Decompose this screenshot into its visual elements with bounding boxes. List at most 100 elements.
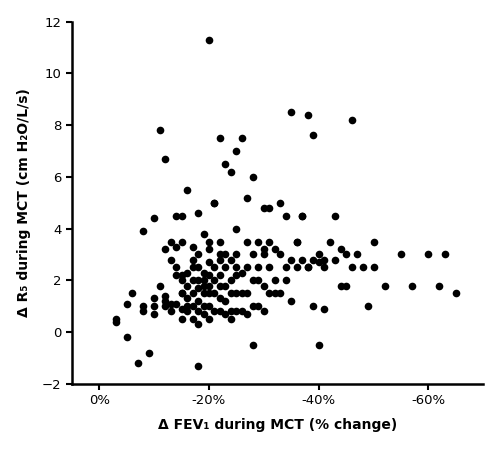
Point	[216, 295, 224, 302]
Point	[244, 264, 252, 271]
Point	[150, 303, 158, 310]
Point	[128, 290, 136, 297]
Point	[348, 264, 356, 271]
Point	[210, 264, 218, 271]
Point	[172, 264, 180, 271]
Point	[139, 228, 147, 235]
Point	[122, 300, 130, 307]
X-axis label: Δ FEV₁ during MCT (% change): Δ FEV₁ during MCT (% change)	[158, 418, 397, 432]
Point	[205, 246, 213, 253]
Point	[205, 259, 213, 266]
Point	[266, 290, 274, 297]
Point	[210, 199, 218, 207]
Point	[200, 282, 207, 289]
Point	[178, 212, 186, 219]
Point	[178, 290, 186, 297]
Point	[205, 290, 213, 297]
Point	[271, 246, 279, 253]
Point	[348, 116, 356, 123]
Point	[309, 303, 317, 310]
Point	[249, 303, 257, 310]
Point	[194, 264, 202, 271]
Point	[314, 341, 322, 348]
Point	[222, 310, 230, 317]
Point	[222, 264, 230, 271]
Point	[244, 310, 252, 317]
Point	[112, 318, 120, 326]
Point	[304, 111, 312, 119]
Point	[298, 212, 306, 219]
Point	[232, 147, 240, 154]
Point	[194, 285, 202, 292]
Point	[161, 292, 169, 299]
Point	[441, 251, 449, 258]
Point	[200, 303, 207, 310]
Point	[216, 272, 224, 279]
Point	[260, 246, 268, 253]
Point	[326, 238, 334, 245]
Point	[244, 194, 252, 201]
Point	[183, 303, 191, 310]
Point	[260, 251, 268, 258]
Point	[232, 264, 240, 271]
Point	[205, 36, 213, 44]
Point	[266, 238, 274, 245]
Point	[298, 212, 306, 219]
Point	[194, 251, 202, 258]
Point	[232, 290, 240, 297]
Point	[188, 316, 196, 323]
Point	[205, 282, 213, 289]
Point	[188, 303, 196, 310]
Point	[188, 256, 196, 263]
Point	[271, 290, 279, 297]
Point	[205, 272, 213, 279]
Point	[200, 310, 207, 317]
Point	[222, 251, 230, 258]
Point	[194, 297, 202, 304]
Point	[304, 264, 312, 271]
Point	[254, 264, 262, 271]
Point	[194, 362, 202, 369]
Point	[172, 272, 180, 279]
Point	[150, 310, 158, 317]
Point	[166, 256, 174, 263]
Point	[320, 256, 328, 263]
Point	[370, 238, 378, 245]
Point	[122, 334, 130, 341]
Point	[166, 238, 174, 245]
Point	[271, 277, 279, 284]
Point	[293, 238, 301, 245]
Point	[150, 215, 158, 222]
Point	[314, 251, 322, 258]
Point	[249, 341, 257, 348]
Point	[188, 277, 196, 284]
Point	[134, 360, 141, 367]
Point	[222, 297, 230, 304]
Point	[288, 109, 296, 116]
Point	[178, 305, 186, 313]
Point	[222, 160, 230, 167]
Point	[336, 246, 344, 253]
Point	[331, 212, 339, 219]
Point	[188, 290, 196, 297]
Point	[205, 238, 213, 245]
Point	[260, 308, 268, 315]
Point	[210, 308, 218, 315]
Point	[288, 256, 296, 263]
Point	[314, 259, 322, 266]
Point	[244, 290, 252, 297]
Point	[194, 321, 202, 328]
Point	[183, 308, 191, 315]
Point	[172, 300, 180, 307]
Point	[238, 308, 246, 315]
Point	[139, 303, 147, 310]
Point	[424, 251, 432, 258]
Point	[276, 290, 284, 297]
Point	[288, 297, 296, 304]
Point	[244, 238, 252, 245]
Point	[227, 277, 235, 284]
Point	[183, 295, 191, 302]
Point	[194, 210, 202, 217]
Point	[304, 264, 312, 271]
Point	[150, 295, 158, 302]
